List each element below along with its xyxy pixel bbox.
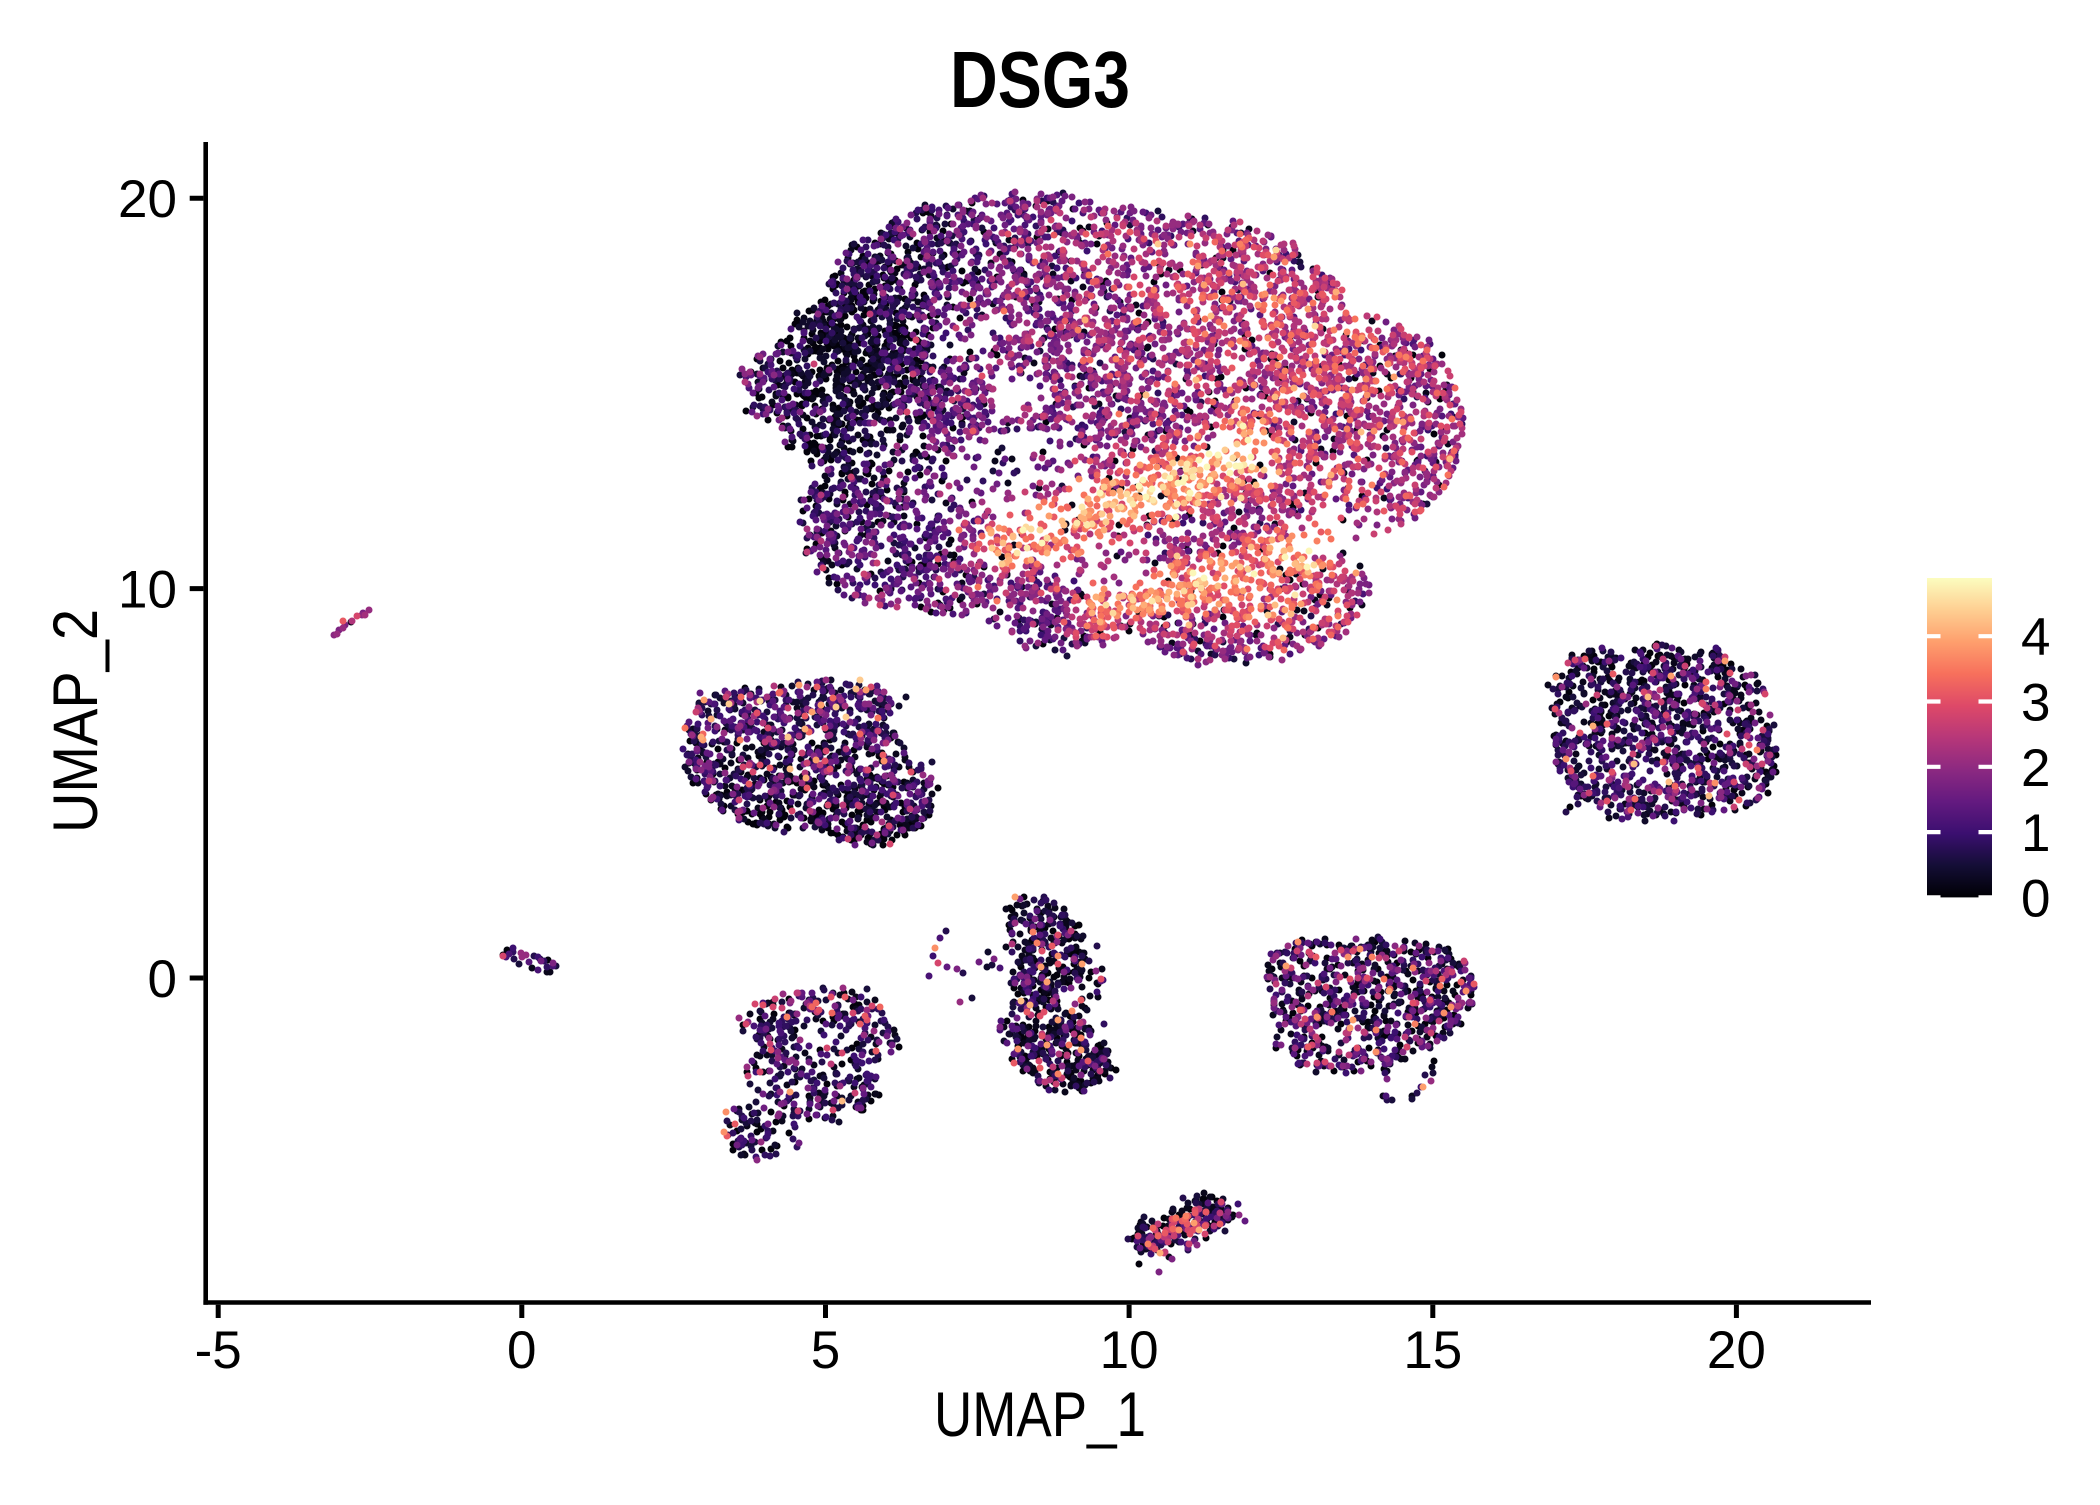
svg-text:UMAP_2: UMAP_2 — [41, 609, 111, 833]
svg-text:0: 0 — [2021, 869, 2050, 928]
svg-text:5: 5 — [811, 1321, 840, 1380]
svg-text:10: 10 — [1100, 1321, 1159, 1380]
svg-text:20: 20 — [1707, 1321, 1766, 1380]
svg-text:15: 15 — [1403, 1321, 1462, 1380]
svg-text:0: 0 — [148, 950, 177, 1009]
svg-text:10: 10 — [118, 561, 177, 620]
svg-text:-5: -5 — [195, 1321, 242, 1380]
svg-text:2: 2 — [2021, 739, 2050, 798]
svg-text:DSG3: DSG3 — [950, 35, 1130, 124]
svg-text:1: 1 — [2021, 804, 2050, 863]
svg-text:UMAP_1: UMAP_1 — [934, 1380, 1146, 1450]
svg-text:20: 20 — [118, 170, 177, 229]
svg-text:4: 4 — [2021, 608, 2050, 667]
svg-text:3: 3 — [2021, 674, 2050, 733]
svg-text:0: 0 — [507, 1321, 536, 1380]
